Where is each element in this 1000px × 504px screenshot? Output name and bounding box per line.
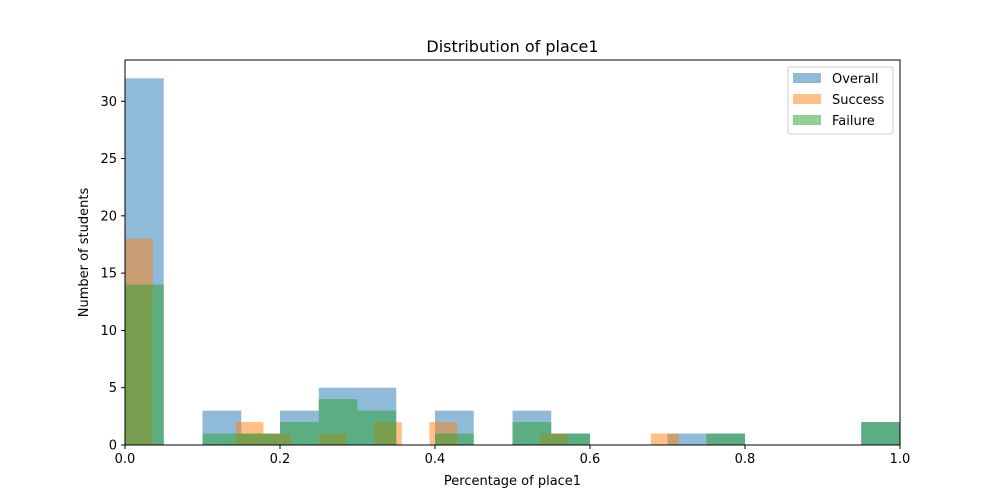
- series-overall: [125, 78, 900, 446]
- x-tick-label: 0.6: [580, 452, 601, 467]
- x-axis-label: Percentage of place1: [444, 474, 581, 489]
- y-tick-label: 15: [100, 267, 117, 282]
- y-tick-label: 10: [100, 324, 117, 339]
- y-tick-label: 20: [100, 209, 117, 224]
- legend-items: Overall Success Failure: [793, 72, 885, 129]
- legend-label-success: Success: [832, 93, 885, 108]
- y-axis-label: Number of students: [77, 188, 92, 318]
- bars-layer: [125, 78, 900, 446]
- bar-failure: [280, 422, 319, 445]
- legend: Overall Success Failure: [787, 66, 894, 135]
- bar-failure: [241, 433, 280, 445]
- bar-failure: [202, 433, 242, 445]
- legend-label-failure: Failure: [832, 114, 875, 129]
- bar-failure: [861, 422, 900, 445]
- legend-swatch-success: [793, 94, 821, 104]
- series-failure: [125, 284, 900, 446]
- bar-failure: [125, 284, 164, 445]
- bar-success: [650, 433, 679, 445]
- x-axis-ticks: 0.0 0.2 0.4 0.6 0.8 1.0: [115, 445, 911, 467]
- y-tick-label: 0: [109, 439, 117, 454]
- bar-failure: [435, 433, 474, 445]
- bar-overall: [667, 433, 707, 445]
- x-tick-label: 0.0: [115, 452, 136, 467]
- x-tick-label: 1.0: [890, 452, 911, 467]
- bar-failure: [512, 422, 552, 445]
- y-tick-label: 25: [100, 152, 117, 167]
- y-tick-label: 5: [109, 381, 117, 396]
- bar-failure: [551, 433, 590, 445]
- bar-failure: [357, 410, 397, 446]
- bar-failure: [706, 433, 745, 445]
- legend-swatch-overall: [793, 73, 821, 83]
- bar-failure: [318, 399, 358, 445]
- chart-title: Distribution of place1: [426, 37, 598, 56]
- x-tick-label: 0.4: [425, 452, 446, 467]
- legend-swatch-failure: [793, 115, 821, 125]
- plot-frame: [124, 59, 901, 446]
- x-tick-label: 0.2: [270, 452, 291, 467]
- y-axis-ticks: 0 5 10 15 20 25 30: [100, 95, 125, 454]
- legend-label-overall: Overall: [832, 72, 878, 87]
- y-tick-label: 30: [100, 95, 117, 110]
- x-tick-label: 0.8: [735, 452, 756, 467]
